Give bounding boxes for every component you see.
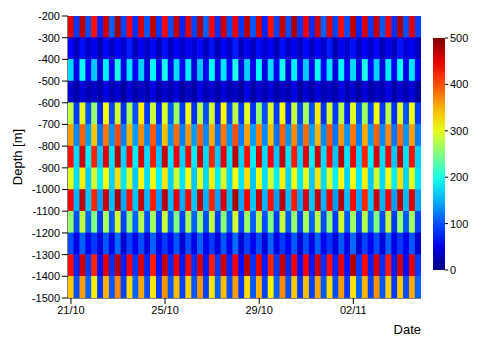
svg-text:-700: -700 [38,118,60,130]
svg-text:200: 200 [450,171,468,183]
svg-text:400: 400 [450,78,468,90]
svg-text:-900: -900 [38,162,60,174]
svg-text:-1200: -1200 [32,227,60,239]
html-text:Date: Date [393,322,421,337]
svg-text:0: 0 [450,264,456,276]
svg-text:-400: -400 [38,53,60,65]
svg-text:-200: -200 [38,10,60,22]
svg-text:100: 100 [450,218,468,230]
svg-text:25/10: 25/10 [151,304,179,316]
svg-text:-600: -600 [38,97,60,109]
html-text:Depth [m]: Depth [m] [10,128,25,186]
svg-text:500: 500 [450,32,468,44]
svg-text:-1300: -1300 [32,249,60,261]
svg-text:-1400: -1400 [32,270,60,282]
svg-text:21/10: 21/10 [57,304,85,316]
svg-text:300: 300 [450,125,468,137]
svg-text:-1000: -1000 [32,183,60,195]
svg-text:-800: -800 [38,140,60,152]
svg-text:-500: -500 [38,75,60,87]
svg-text:-1500: -1500 [32,292,60,304]
svg-text:-1100: -1100 [33,205,60,217]
svg-text:29/10: 29/10 [245,304,273,316]
svg-text:02/11: 02/11 [340,304,367,316]
svg-text:-300: -300 [38,32,60,44]
